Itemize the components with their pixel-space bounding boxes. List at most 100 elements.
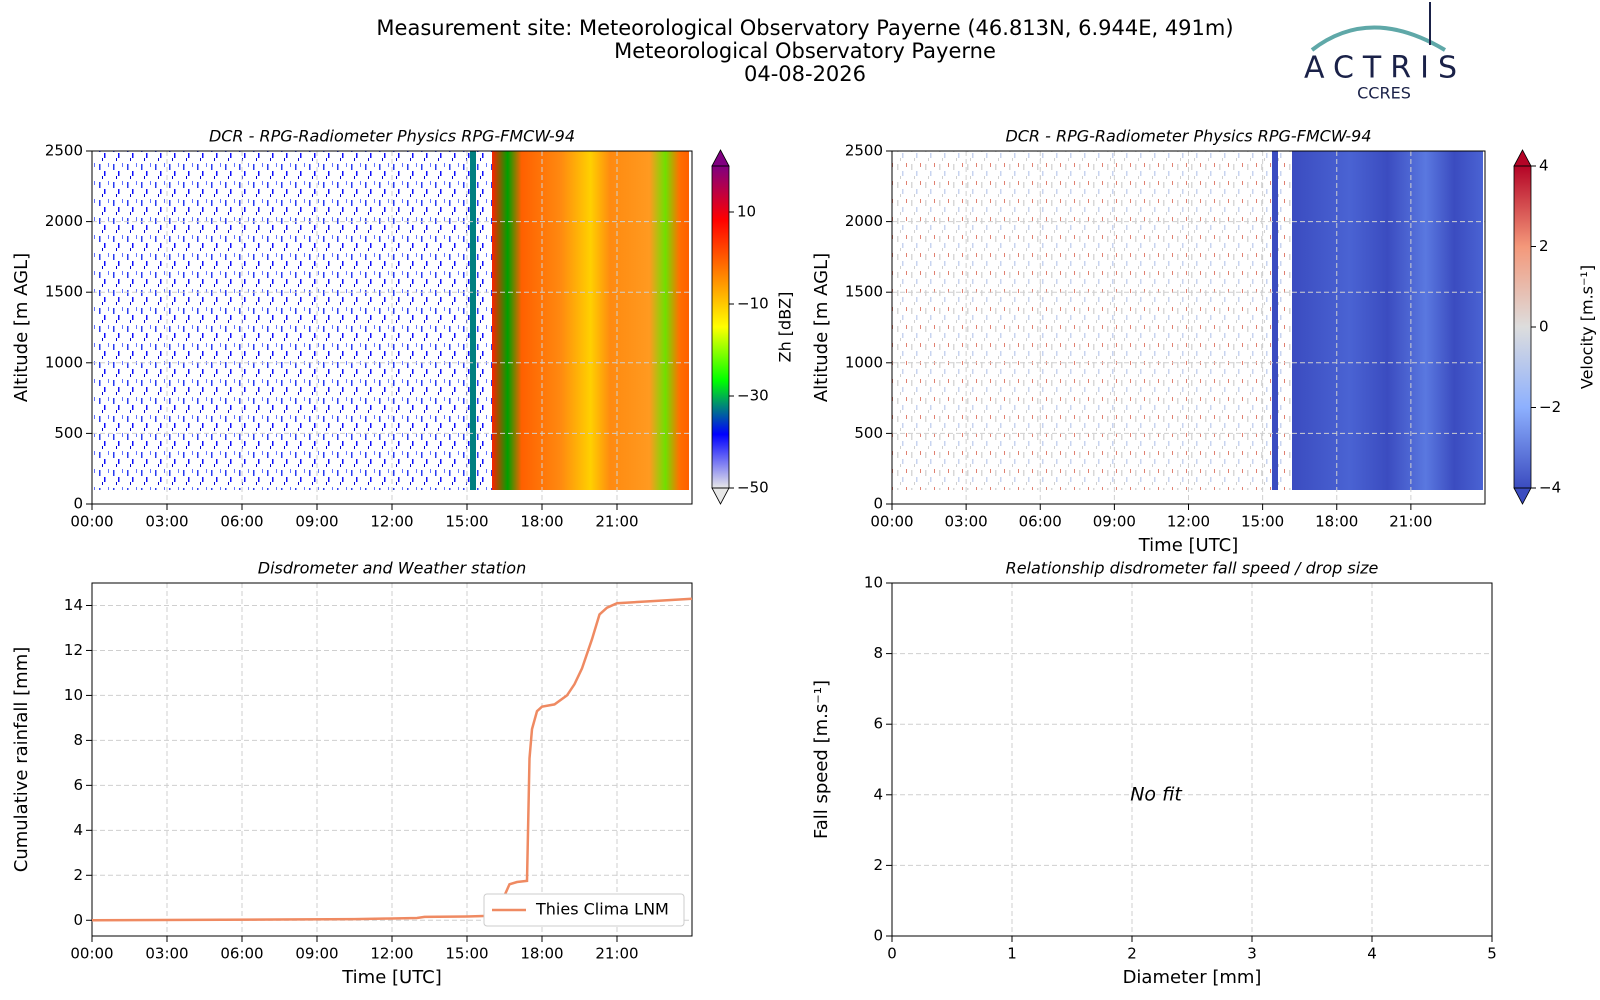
y-tick-label: 500: [54, 424, 83, 442]
panel-title: Disdrometer and Weather station: [258, 559, 526, 578]
y-tick-label: 2000: [845, 212, 883, 230]
y-tick-label: 1000: [845, 353, 883, 371]
figure-title: 04-08-2026: [744, 62, 866, 86]
annotation: No fit: [1130, 783, 1183, 805]
heatmap-field: [892, 151, 1292, 490]
plot-area: [892, 583, 1492, 936]
x-tick-label: 09:00: [1093, 513, 1136, 531]
y-tick-label: 2: [873, 856, 883, 874]
y-tick-label: 2: [73, 866, 83, 884]
colorbar-tick-label: −30: [737, 387, 769, 405]
panel-title: DCR - RPG-Radiometer Physics RPG-FMCW-94: [1005, 127, 1371, 146]
x-axis-label: Diameter [mm]: [1123, 967, 1262, 988]
heatmap-field: [92, 151, 492, 490]
y-tick-label: 10: [864, 574, 883, 592]
x-tick-label: 0: [887, 945, 897, 963]
x-tick-label: 15:00: [445, 513, 488, 531]
colorbar-tick-label: −4: [1539, 479, 1561, 497]
x-tick-label: 21:00: [1389, 513, 1432, 531]
x-tick-label: 21:00: [595, 513, 638, 531]
x-tick-label: 06:00: [220, 945, 263, 963]
y-tick-label: 2500: [845, 142, 883, 160]
x-tick-label: 03:00: [945, 513, 988, 531]
x-tick-label: 03:00: [145, 945, 188, 963]
y-tick-label: 0: [73, 911, 83, 929]
y-tick-label: 2000: [45, 212, 83, 230]
y-tick-label: 10: [64, 686, 83, 704]
y-tick-label: 0: [873, 927, 883, 945]
colorbar-tick-label: −10: [737, 295, 769, 313]
x-tick-label: 18:00: [1315, 513, 1358, 531]
colorbar-label: Velocity [m.s⁻¹]: [1578, 265, 1597, 389]
legend-label: Thies Clima LNM: [535, 900, 669, 919]
x-tick-label: 06:00: [220, 513, 263, 531]
x-tick-label: 00:00: [70, 513, 113, 531]
x-tick-label: 3: [1247, 945, 1257, 963]
y-tick-label: 2500: [45, 142, 83, 160]
y-tick-label: 4: [873, 785, 883, 803]
colorbar-extend: [711, 487, 730, 505]
figure-title: Meteorological Observatory Payerne: [614, 39, 996, 63]
y-tick-label: 1500: [45, 283, 83, 301]
heatmap-field: [1292, 151, 1483, 490]
x-tick-label: 00:00: [870, 513, 913, 531]
x-tick-label: 03:00: [145, 513, 188, 531]
plot-frame: [891, 150, 1486, 505]
x-axis-label: Time [UTC]: [1138, 535, 1239, 556]
colorbar-extend: [711, 149, 730, 167]
x-tick-label: 15:00: [1241, 513, 1284, 531]
heatmap-field: [492, 151, 689, 490]
colorbar: [1514, 166, 1531, 488]
plot-frame: [91, 582, 693, 937]
x-tick-label: 4: [1367, 945, 1377, 963]
y-tick-label: 8: [73, 731, 83, 749]
y-tick-label: 0: [873, 495, 883, 513]
heatmap-field: [470, 151, 476, 490]
y-tick-label: 12: [64, 641, 83, 659]
colorbar-extend: [1513, 487, 1532, 505]
x-tick-label: 12:00: [370, 513, 413, 531]
x-axis-label: Time [UTC]: [341, 967, 442, 988]
y-tick-label: 4: [73, 821, 83, 839]
colorbar-extend: [1513, 149, 1532, 167]
y-tick-label: 8: [873, 644, 883, 662]
x-tick-label: 1: [1007, 945, 1017, 963]
colorbar-tick-label: 4: [1539, 157, 1549, 175]
y-tick-label: 1500: [845, 283, 883, 301]
y-axis-label: Cumulative rainfall [mm]: [11, 647, 32, 873]
x-tick-label: 18:00: [520, 513, 563, 531]
x-tick-label: 09:00: [295, 945, 338, 963]
y-tick-label: 6: [873, 715, 883, 733]
line-series: [91, 597, 693, 922]
colorbar-tick-label: 10: [737, 203, 756, 221]
y-tick-label: 500: [854, 424, 883, 442]
y-tick-label: 14: [64, 596, 83, 614]
x-tick-label: 09:00: [295, 513, 338, 531]
x-tick-label: 12:00: [370, 945, 413, 963]
y-tick-label: 1000: [45, 353, 83, 371]
plot-frame: [91, 150, 693, 505]
y-axis-label: Altitude [m AGL]: [811, 253, 832, 402]
colorbar-tick-label: 2: [1539, 237, 1549, 255]
colorbar-tick-label: 0: [1539, 318, 1549, 336]
plot-frame: [891, 582, 1493, 937]
x-tick-label: 06:00: [1019, 513, 1062, 531]
x-tick-label: 15:00: [445, 945, 488, 963]
colorbar-frame: [711, 165, 730, 489]
y-tick-label: 0: [73, 495, 83, 513]
logo-text: ACTRIS: [1304, 51, 1466, 86]
y-axis-label: Fall speed [m.s⁻¹]: [811, 680, 832, 839]
x-tick-label: 5: [1487, 945, 1497, 963]
logo-subtext: CCRES: [1357, 84, 1411, 103]
colorbar: [712, 166, 729, 488]
colorbar-label: Zh [dBZ]: [776, 292, 795, 363]
x-tick-label: 2: [1127, 945, 1137, 963]
logo-arc: [1310, 25, 1447, 52]
colorbar-tick-label: −2: [1539, 398, 1561, 416]
x-tick-label: 12:00: [1167, 513, 1210, 531]
x-tick-label: 21:00: [595, 945, 638, 963]
figure-title: Measurement site: Meteorological Observa…: [376, 16, 1233, 40]
x-tick-label: 00:00: [70, 945, 113, 963]
